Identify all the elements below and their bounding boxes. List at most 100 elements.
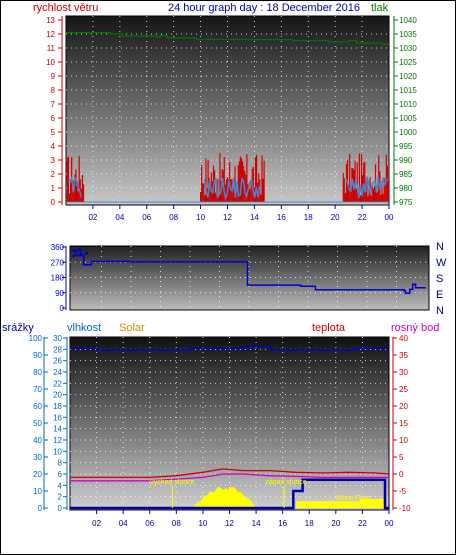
tick-label: 30 <box>399 368 408 377</box>
tick-label: 1015 <box>399 86 417 95</box>
humidity-line <box>70 345 389 351</box>
tick-label: 18 <box>53 402 62 411</box>
wind-direction-axis: 0 90 180 270 360 <box>51 243 67 313</box>
wind-average-line <box>203 177 262 202</box>
compass-label: N <box>436 305 444 317</box>
tick-label: 24 <box>53 368 62 377</box>
tick-label: 02 <box>92 519 101 528</box>
temperature-axis: -10 -5 0 5 10 15 20 25 30 35 40 <box>392 334 411 513</box>
tick-label: 04 <box>119 519 128 528</box>
tick-label: 12 <box>46 30 55 39</box>
compass-label: W <box>436 257 447 269</box>
tick-label: 14 <box>53 425 62 434</box>
tick-label: 20 <box>331 519 340 528</box>
moonset-label: Moon Set <box>203 495 233 502</box>
tick-label: 04 <box>115 213 124 222</box>
tick-label: 8 <box>58 459 63 468</box>
tick-label: 990 <box>399 156 413 165</box>
tick-label: 22 <box>53 379 62 388</box>
tick-label: 4 <box>51 142 56 151</box>
tick-label: 100 <box>29 334 43 343</box>
tick-label: 16 <box>277 213 286 222</box>
tick-label: 0 <box>60 304 65 313</box>
tick-label: 20 <box>53 391 62 400</box>
tick-label: 12 <box>53 436 62 445</box>
tick-label: 10 <box>33 487 42 496</box>
tick-label: 1035 <box>399 30 417 39</box>
tick-label: 16 <box>278 519 287 528</box>
tick-label: 6 <box>58 470 63 479</box>
tick-label: 0 <box>51 198 56 207</box>
tick-label: 8 <box>51 86 56 95</box>
tick-label: 2 <box>58 493 63 502</box>
tick-label: 10 <box>198 519 207 528</box>
tick-label: 26 <box>53 357 62 366</box>
tick-label: 9 <box>51 72 56 81</box>
pressure-axis-title: tlak <box>371 2 389 14</box>
tick-label: 12 <box>225 519 234 528</box>
sunrise-label: vychod slunce <box>150 479 194 486</box>
tick-label: 50 <box>33 419 42 428</box>
tick-label: 10 <box>196 213 205 222</box>
tick-label: 980 <box>399 184 413 193</box>
tick-label: 15 <box>399 419 408 428</box>
tick-label: -10 <box>399 504 411 513</box>
tick-label: 2 <box>51 170 56 179</box>
wind-direction-point <box>72 254 76 258</box>
tick-label: 1 <box>51 184 56 193</box>
tick-label: 70 <box>33 385 42 394</box>
temperature-line <box>70 468 390 479</box>
tick-label: 16 <box>53 413 62 422</box>
tick-label: 10 <box>46 58 55 67</box>
tick-label: 06 <box>142 213 151 222</box>
humidity-temperature-series <box>70 345 390 510</box>
wind-direction-point <box>73 249 77 253</box>
tick-label: 1020 <box>399 72 417 81</box>
dewpoint-line <box>70 473 389 482</box>
tick-label: 0 <box>58 504 63 513</box>
tick-label: 7 <box>51 100 56 109</box>
tick-label: 1040 <box>399 16 417 25</box>
humidity-axis: 0 10 20 30 40 50 60 70 80 90 100 <box>29 334 48 513</box>
tick-label: 40 <box>33 436 42 445</box>
wind-pressure-x-axis: 02 04 06 08 10 12 14 16 18 20 22 00 <box>88 205 394 222</box>
tick-label: 08 <box>172 519 181 528</box>
tick-label: 90 <box>55 289 64 298</box>
tick-label: 22 <box>358 213 367 222</box>
pressure-line <box>66 32 389 45</box>
tick-label: 1030 <box>399 44 417 53</box>
tick-label: 25 <box>399 385 408 394</box>
tick-label: 975 <box>399 198 413 207</box>
tick-label: 11 <box>47 44 56 53</box>
wind-direction-grid <box>70 246 429 310</box>
tick-label: 80 <box>33 368 42 377</box>
wind-direction-line <box>72 249 426 294</box>
tick-label: 00 <box>385 519 394 528</box>
tick-label: 6 <box>51 114 56 123</box>
dewpoint-axis-title: rosný bod <box>391 322 439 334</box>
compass-label: S <box>436 273 443 285</box>
tick-label: 4 <box>58 481 63 490</box>
sunset-label: západ slunce <box>265 479 306 486</box>
wind-average-line <box>345 176 389 199</box>
tick-label: 90 <box>33 351 42 360</box>
tick-label: 10 <box>399 436 408 445</box>
tick-label: 14 <box>250 213 259 222</box>
humidity-temperature-x-axis: 02 04 06 08 10 12 14 16 18 20 22 00 <box>92 510 394 528</box>
tick-label: 180 <box>51 274 65 283</box>
tick-label: 1005 <box>399 114 417 123</box>
tick-label: 985 <box>399 170 413 179</box>
tick-label: 0 <box>399 470 404 479</box>
tick-label: 1000 <box>399 128 417 137</box>
tick-label: -5 <box>399 487 407 496</box>
wind-direction-point <box>85 251 89 255</box>
rain-axis-title: srážky <box>2 322 34 334</box>
tick-label: 28 <box>53 345 62 354</box>
sun-moon-annotations: vychod slunce západ slunce Moon Set Moon Ri… <box>150 479 370 508</box>
